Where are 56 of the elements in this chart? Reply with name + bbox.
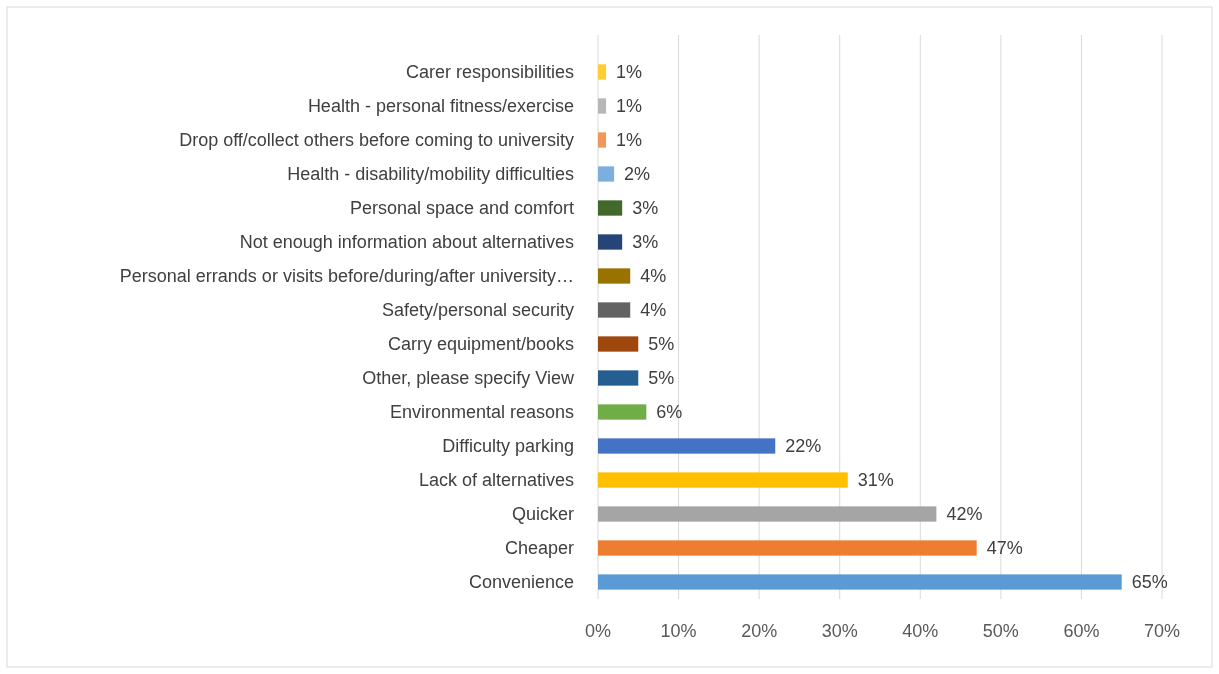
y-tick-label: Not enough information about alternatives bbox=[239, 232, 574, 253]
bar bbox=[598, 472, 848, 488]
x-tick-label: 60% bbox=[1063, 621, 1100, 641]
bar bbox=[598, 268, 631, 284]
y-tick-label: Carry equipment/books bbox=[387, 334, 574, 355]
bar bbox=[598, 370, 639, 386]
y-tick-label: Health - personal fitness/exercise bbox=[307, 96, 574, 117]
data-label: 42% bbox=[946, 504, 983, 525]
x-tick-label: 40% bbox=[902, 621, 939, 641]
bar bbox=[598, 166, 615, 182]
y-tick-label: Convenience bbox=[468, 572, 574, 593]
y-tick-label: Environmental reasons bbox=[389, 402, 574, 423]
data-label: 1% bbox=[616, 62, 643, 83]
x-tick-label: 20% bbox=[741, 621, 778, 641]
data-label: 1% bbox=[616, 130, 643, 151]
y-tick-label: Lack of alternatives bbox=[418, 470, 574, 491]
data-label: 22% bbox=[785, 436, 822, 457]
y-tick-label: Difficulty parking bbox=[442, 436, 574, 457]
bar bbox=[598, 132, 607, 148]
bar bbox=[598, 438, 776, 454]
data-label: 4% bbox=[640, 300, 667, 321]
y-tick-label: Other, please specify View bbox=[362, 368, 575, 389]
data-label: 3% bbox=[632, 198, 659, 219]
data-label: 65% bbox=[1131, 572, 1168, 593]
bar bbox=[598, 302, 631, 318]
x-tick-label: 10% bbox=[660, 621, 697, 641]
x-tick-label: 30% bbox=[821, 621, 858, 641]
bar bbox=[598, 98, 607, 114]
x-tick-label: 50% bbox=[982, 621, 1019, 641]
bar bbox=[598, 404, 647, 420]
data-label: 31% bbox=[857, 470, 894, 491]
y-tick-label: Safety/personal security bbox=[381, 300, 574, 321]
y-tick-label: Health - disability/mobility difficulties bbox=[287, 164, 574, 185]
y-tick-label: Quicker bbox=[511, 504, 575, 525]
data-label: 6% bbox=[656, 402, 683, 423]
data-label: 4% bbox=[640, 266, 667, 287]
bar bbox=[598, 234, 623, 250]
bar bbox=[598, 200, 623, 216]
data-label: 5% bbox=[648, 334, 675, 355]
data-label: 2% bbox=[624, 164, 651, 185]
bar bbox=[598, 336, 639, 352]
y-tick-label: Personal space and comfort bbox=[349, 198, 574, 219]
y-tick-label: Personal errands or visits before/during/after university… bbox=[119, 266, 574, 287]
y-tick-label: Carer responsibilities bbox=[405, 62, 574, 83]
bar bbox=[598, 540, 977, 556]
x-tick-label: 70% bbox=[1143, 621, 1181, 641]
bar bbox=[598, 506, 937, 522]
x-tick-label: 0% bbox=[584, 621, 612, 641]
y-tick-label: Drop off/collect others before coming to university bbox=[179, 130, 574, 151]
data-label: 1% bbox=[616, 96, 643, 117]
bar bbox=[598, 574, 1122, 590]
bar bbox=[598, 64, 607, 80]
data-label: 5% bbox=[648, 368, 675, 389]
data-label: 3% bbox=[632, 232, 659, 253]
y-tick-label: Cheaper bbox=[504, 538, 575, 559]
data-label: 47% bbox=[986, 538, 1023, 559]
